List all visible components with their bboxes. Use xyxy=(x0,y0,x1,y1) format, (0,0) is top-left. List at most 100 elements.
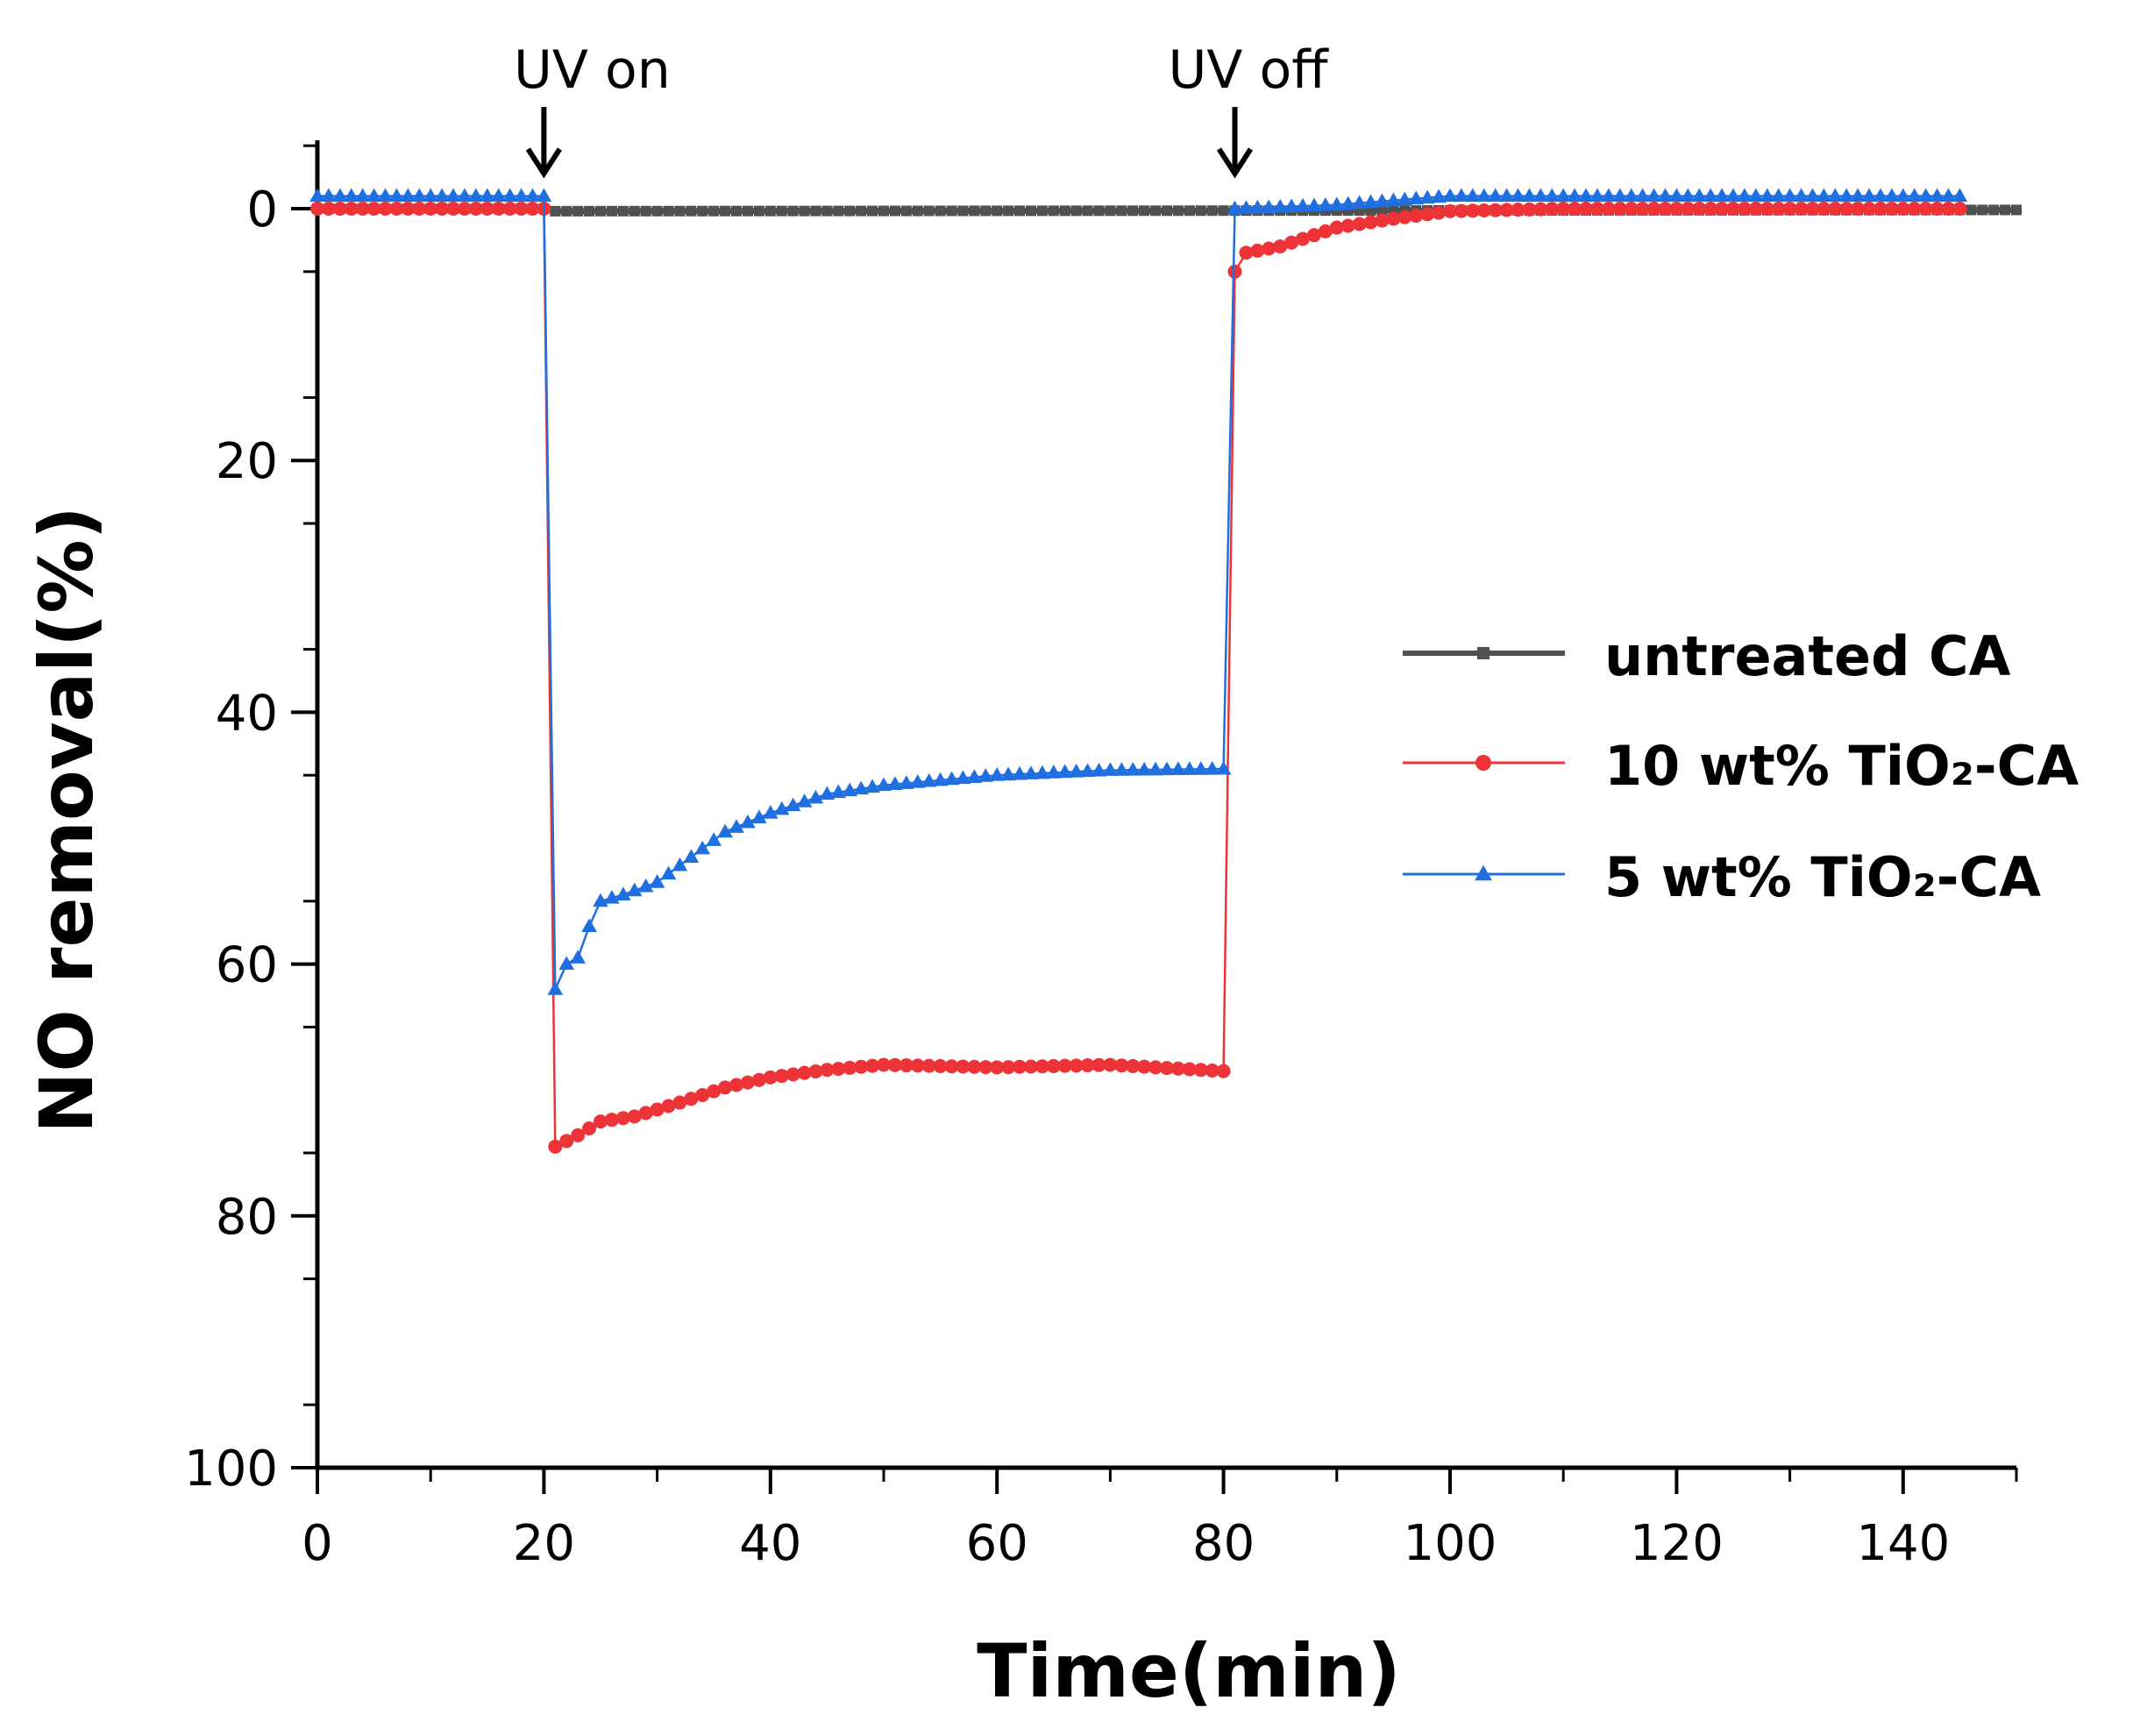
x-tick-label: 20 xyxy=(513,1515,575,1572)
data-point xyxy=(854,1059,869,1074)
legend-marker-10wt-tio2-ca xyxy=(1475,755,1491,771)
data-point xyxy=(1182,1062,1197,1077)
data-point xyxy=(1930,202,1945,216)
data-point xyxy=(1284,235,1299,250)
data-point xyxy=(912,205,923,217)
data-point xyxy=(423,202,438,216)
data-point xyxy=(1204,760,1220,775)
y-tick-label: 80 xyxy=(216,1189,278,1246)
data-point xyxy=(1555,188,1571,203)
data-point xyxy=(729,1078,744,1092)
legend-label-5wt-tio2-ca: 5 wt% TiO₂-CA xyxy=(1604,845,2041,909)
data-point xyxy=(1691,188,1708,203)
data-point xyxy=(1340,196,1356,210)
data-point xyxy=(1057,1058,1072,1073)
data-point xyxy=(1465,203,1480,218)
data-point xyxy=(1206,205,1218,217)
x-tick-label: 40 xyxy=(739,1515,801,1572)
data-point xyxy=(1126,1058,1141,1073)
data-point xyxy=(1148,1060,1163,1075)
data-point xyxy=(763,805,779,819)
data-point xyxy=(1408,190,1425,205)
data-point xyxy=(1511,203,1525,217)
data-point xyxy=(1420,207,1435,222)
data-point xyxy=(1793,188,1809,203)
data-point xyxy=(401,202,416,216)
data-point xyxy=(899,1058,914,1073)
data-point xyxy=(491,202,506,216)
data-point xyxy=(1748,202,1763,216)
data-point xyxy=(1340,218,1355,233)
data-point xyxy=(389,202,404,216)
data-point xyxy=(1828,202,1843,216)
data-point xyxy=(1001,1060,1016,1075)
data-point xyxy=(878,205,889,217)
data-point xyxy=(1227,264,1242,279)
data-point xyxy=(524,188,541,203)
data-point xyxy=(651,205,663,217)
data-point xyxy=(887,776,903,790)
data-point xyxy=(753,205,764,217)
data-point xyxy=(1216,1064,1231,1078)
data-point xyxy=(1070,205,1082,217)
data-point xyxy=(844,205,856,217)
data-point xyxy=(343,188,359,203)
data-point xyxy=(1703,202,1718,216)
data-point xyxy=(423,188,438,203)
data-point xyxy=(650,1102,665,1117)
data-point xyxy=(1817,202,1831,216)
data-point xyxy=(684,1092,699,1106)
data-point xyxy=(1093,205,1105,217)
data-point xyxy=(1160,1061,1174,1076)
data-point xyxy=(1612,188,1628,203)
data-point xyxy=(989,767,1005,781)
data-point xyxy=(944,1059,959,1074)
data-point xyxy=(378,202,393,216)
data-point xyxy=(1262,241,1276,256)
data-point xyxy=(1318,224,1333,238)
data-point xyxy=(1272,198,1288,213)
data-point xyxy=(547,981,564,995)
data-point xyxy=(412,202,427,216)
data-point xyxy=(969,205,980,217)
data-point xyxy=(513,188,530,203)
data-point xyxy=(1125,761,1141,776)
data-point xyxy=(435,202,450,216)
data-point xyxy=(751,809,767,824)
data-point xyxy=(584,205,595,217)
data-point xyxy=(1205,1063,1219,1078)
data-point xyxy=(627,1109,642,1124)
data-point xyxy=(1873,188,1888,203)
data-point xyxy=(606,205,617,217)
data-point xyxy=(990,1060,1005,1075)
data-point xyxy=(1059,205,1070,217)
data-point xyxy=(865,1058,880,1073)
data-point xyxy=(978,768,994,782)
data-point xyxy=(366,202,381,216)
data-point xyxy=(1454,203,1468,218)
data-point xyxy=(821,205,833,217)
data-point xyxy=(332,188,348,203)
data-point xyxy=(457,202,472,216)
data-point xyxy=(1589,202,1604,216)
data-point xyxy=(932,772,949,786)
data-point xyxy=(921,1058,936,1073)
data-point xyxy=(1805,202,1820,216)
data-point xyxy=(1782,202,1797,216)
data-point xyxy=(615,1111,630,1126)
data-point xyxy=(966,769,983,783)
data-point xyxy=(502,202,517,216)
data-point xyxy=(1442,188,1458,203)
data-point xyxy=(720,205,731,217)
data-point xyxy=(1475,188,1492,203)
data-point xyxy=(629,205,640,217)
data-point xyxy=(1906,188,1923,203)
data-point xyxy=(561,205,572,217)
data-point xyxy=(1977,204,1988,216)
data-point xyxy=(1374,193,1390,208)
data-point xyxy=(683,849,700,863)
data-point xyxy=(717,823,733,838)
data-point xyxy=(1283,198,1299,213)
data-point xyxy=(615,886,631,901)
data-point xyxy=(640,205,651,217)
